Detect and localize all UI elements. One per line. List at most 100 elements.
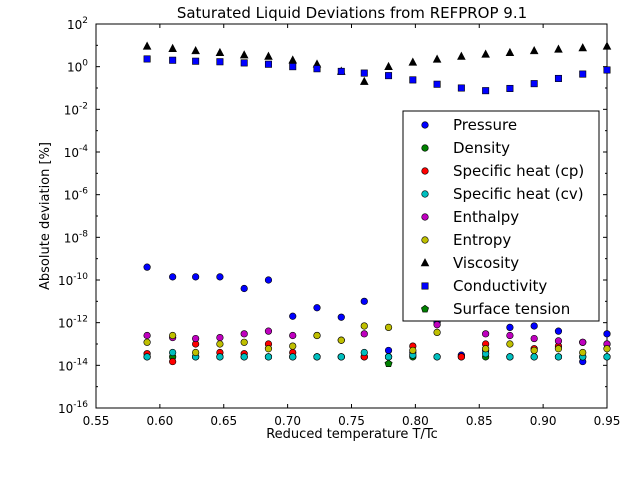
entropy-point [360, 322, 368, 330]
viscosity-point [408, 57, 418, 66]
x-tick-label: 0.55 [83, 414, 110, 428]
legend-box [402, 110, 600, 322]
conductivity-point [264, 60, 272, 68]
legend-label-viscosity: Viscosity [453, 254, 519, 272]
y-tick-label: 10-12 [58, 315, 88, 331]
pressure-point [143, 263, 151, 271]
conductivity-point [457, 84, 465, 92]
enthalpy-point [289, 331, 297, 340]
legend-label-conductivity: Conductivity [453, 277, 547, 295]
pressure-point [192, 273, 200, 281]
y-axis: 102 100 10-2 10-4 10-6 10-8 10-10 10-12 10-14 10-… [58, 16, 607, 416]
legend-marker-surface-tension [421, 304, 429, 313]
specific-heat-cv-point [337, 353, 345, 361]
pressure-point [240, 284, 248, 293]
conductivity-point [409, 76, 417, 84]
specific-heat-cv-point [360, 348, 368, 357]
enthalpy-point [579, 338, 587, 346]
conductivity-point [506, 84, 514, 92]
legend-label-specific-heat-cp: Specific heat (cp) [453, 162, 584, 180]
viscosity-point [264, 51, 273, 60]
enthalpy-point [433, 321, 441, 329]
viscosity-point [602, 41, 612, 50]
entropy-point [143, 338, 151, 346]
conductivity-point [216, 58, 224, 66]
conductivity-point [530, 80, 538, 88]
conductivity-point [192, 57, 200, 65]
legend-marker-specific-heat-cv [421, 190, 429, 198]
x-tick-label: 0.80 [402, 414, 429, 428]
legend-marker-pressure [421, 121, 429, 129]
legend-label-entropy: Entropy [453, 231, 511, 249]
pressure-point [264, 276, 273, 284]
y-tick-label: 10-6 [64, 187, 89, 203]
specific-heat-cv-point [216, 353, 224, 361]
viscosity-point [432, 54, 442, 63]
pressure-point [360, 297, 368, 305]
pressure-point [313, 304, 321, 312]
conductivity-point [240, 59, 248, 67]
y-axis-label: Absolute deviation [%] [38, 142, 53, 290]
entropy-point [337, 336, 345, 344]
entropy-point [313, 331, 321, 340]
pressure-point [530, 322, 538, 330]
x-tick-label: 0.65 [210, 414, 237, 428]
viscosity-point [215, 47, 225, 57]
surface-tension-point [384, 359, 393, 368]
legend-marker-viscosity [420, 258, 430, 267]
enthalpy-point [506, 331, 514, 340]
y-tick-label: 10-14 [58, 357, 88, 373]
entropy-point [216, 340, 224, 348]
conductivity-point [554, 74, 562, 82]
entropy-point [530, 346, 538, 355]
pressure-point [337, 313, 345, 321]
specific-heat-cv-point [384, 353, 393, 361]
legend-label-pressure: Pressure [453, 116, 517, 134]
conductivity-point [482, 87, 490, 95]
series-conductivity [143, 55, 611, 95]
specific-heat-cv-point [554, 353, 563, 361]
x-tick-label: 0.70 [274, 414, 301, 428]
y-tick-label: 10-2 [64, 101, 88, 117]
viscosity-point [142, 41, 152, 50]
conductivity-point [313, 65, 321, 73]
pressure-point [384, 346, 393, 355]
entropy-point [433, 328, 441, 336]
viscosity-point [505, 47, 515, 57]
enthalpy-point [554, 337, 563, 345]
entropy-point [289, 342, 297, 350]
enthalpy-point [240, 330, 248, 338]
pressure-point [289, 312, 297, 320]
y-tick-label: 100 [67, 59, 88, 75]
entropy-point [264, 345, 273, 353]
entropy-point [409, 346, 417, 355]
entropy-point [603, 345, 611, 353]
viscosity-point [191, 46, 200, 55]
x-tick-label: 0.75 [338, 414, 365, 428]
entropy-point [506, 340, 514, 348]
conductivity-point [289, 63, 297, 71]
enthalpy-point [264, 327, 273, 335]
specific-heat-cv-point [143, 353, 151, 361]
conductivity-point [579, 70, 587, 78]
conductivity-point [360, 69, 368, 77]
pressure-point [554, 327, 563, 335]
y-tick-label: 102 [67, 16, 88, 32]
conductivity-point [385, 72, 393, 80]
x-tick-label: 0.90 [530, 414, 557, 428]
legend-marker-conductivity [421, 282, 429, 290]
conductivity-point [337, 67, 345, 75]
viscosity-point [554, 44, 563, 53]
specific-heat-cp-point [457, 353, 465, 361]
legend: Pressure Density Specific heat (cp) Specifi… [402, 110, 600, 322]
entropy-point [554, 345, 563, 353]
specific-heat-cv-point [433, 353, 441, 361]
pressure-point [603, 330, 611, 338]
y-tick-label: 10-4 [64, 144, 89, 160]
legend-label-surface-tension: Surface tension [453, 300, 570, 318]
viscosity-point [239, 50, 249, 59]
x-axis-label: Reduced temperature T/Tc [266, 427, 438, 442]
x-axis: 0.55 0.60 0.65 0.70 0.75 0.80 0.85 0.90 0.95 [83, 24, 620, 428]
viscosity-point [359, 76, 369, 85]
